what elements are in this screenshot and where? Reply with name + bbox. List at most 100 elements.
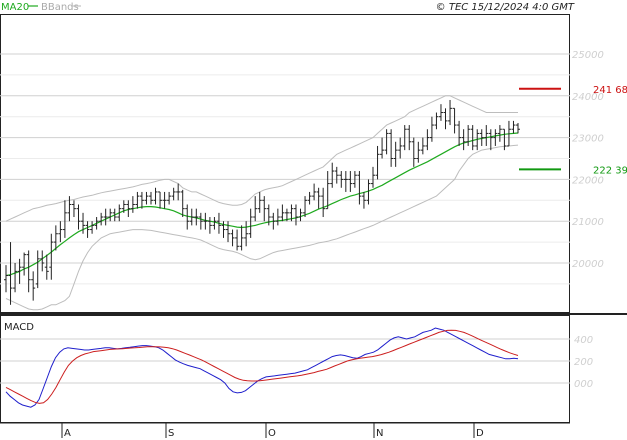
x-tick-label: O [268, 428, 276, 439]
price-bar [402, 125, 407, 151]
price-tick-label: 21000 [572, 217, 604, 228]
price-bar [62, 200, 67, 238]
price-bar [470, 125, 475, 151]
ma20-line [5, 132, 519, 277]
price-bar [90, 221, 95, 234]
price-bar [13, 263, 18, 293]
macd-tick-label: 200 [574, 357, 593, 368]
price-bar [44, 254, 49, 280]
price-tick-label: 23000 [572, 134, 604, 145]
price-bar [67, 196, 72, 222]
price-bar [153, 187, 158, 205]
macd-panel-frame [0, 315, 570, 423]
price-panel-frame [0, 14, 570, 313]
price-bar [117, 204, 122, 222]
price-bar [502, 128, 507, 151]
price-bar [352, 171, 357, 188]
price-bar [384, 129, 389, 155]
legend-bbands-label: BBands [41, 2, 79, 13]
price-bar [389, 129, 394, 167]
price-bar [497, 125, 502, 142]
price-bar [284, 208, 289, 222]
price-bar [49, 233, 54, 280]
price-bar [493, 129, 498, 146]
price-bar [221, 221, 226, 238]
macd-signal-line [5, 329, 519, 404]
price-bar [158, 191, 163, 209]
price-bar [475, 129, 480, 151]
price-bar [239, 225, 244, 251]
price-bar [235, 229, 240, 251]
price-layer: 241 68 222 39 [4, 85, 627, 311]
price-bar [17, 258, 22, 284]
price-tick-label: 20000 [572, 259, 604, 270]
legend-ma20-label: MA20 [1, 2, 29, 13]
price-bar [506, 120, 511, 147]
price-bar [207, 217, 212, 234]
price-bar [31, 271, 36, 301]
price-bar [126, 200, 131, 218]
price-bar [162, 191, 167, 209]
price-bar [457, 120, 462, 146]
price-bar [298, 208, 303, 222]
x-tick-label: A [64, 428, 71, 439]
price-bar [58, 221, 63, 243]
price-bar [176, 183, 181, 201]
price-bar [35, 250, 40, 289]
macd-tick-label: 400 [574, 335, 593, 346]
price-bar [8, 242, 13, 305]
price-bar [438, 104, 443, 121]
price-bar [425, 129, 430, 151]
price-bar [280, 204, 285, 222]
price-bar [139, 191, 144, 209]
price-bar [325, 171, 330, 210]
price-bar [343, 171, 348, 192]
axis-layer: 20000 21000 22000 23000 24000 25000 000 200 400 A… [61, 50, 604, 439]
price-bar [257, 191, 262, 213]
price-bar [416, 141, 421, 163]
price-bar [26, 250, 31, 293]
price-bar [420, 137, 425, 155]
price-bar [216, 212, 221, 234]
price-bar [103, 208, 108, 226]
price-bar [289, 204, 294, 222]
price-bar [275, 208, 280, 226]
x-tick-label: D [476, 428, 484, 439]
price-bar [185, 204, 190, 230]
x-tick-label: S [168, 428, 174, 439]
price-bar [479, 129, 484, 146]
price-bar [484, 125, 489, 146]
price-bar [167, 191, 172, 205]
price-bar [293, 204, 298, 226]
price-bar [262, 196, 267, 222]
level-label-support: 222 39 [593, 165, 627, 176]
price-bar [488, 129, 493, 151]
price-bar [380, 137, 385, 159]
price-bar [226, 221, 231, 243]
price-bar [194, 208, 199, 226]
price-bar [411, 137, 416, 167]
price-bar [461, 129, 466, 151]
price-bar [198, 212, 203, 230]
source-copyright: © TEC 15/12/2024 4:0 GMT [436, 2, 575, 13]
price-bar [334, 166, 339, 184]
price-bar [516, 122, 520, 134]
time-axis-strip [0, 423, 627, 440]
price-bar [361, 191, 366, 209]
price-bar [407, 125, 412, 151]
bbands-upper-line [5, 95, 518, 222]
price-bar [244, 221, 249, 247]
price-bar [511, 120, 516, 134]
price-bar [203, 212, 208, 230]
price-bar [443, 108, 448, 130]
price-bar [248, 208, 253, 238]
price-bar [94, 217, 99, 230]
price-bar [121, 200, 126, 213]
price-bar [4, 265, 8, 293]
price-bar [135, 191, 140, 209]
price-bar [81, 212, 86, 234]
price-bar [99, 212, 104, 226]
price-bar [339, 171, 344, 188]
